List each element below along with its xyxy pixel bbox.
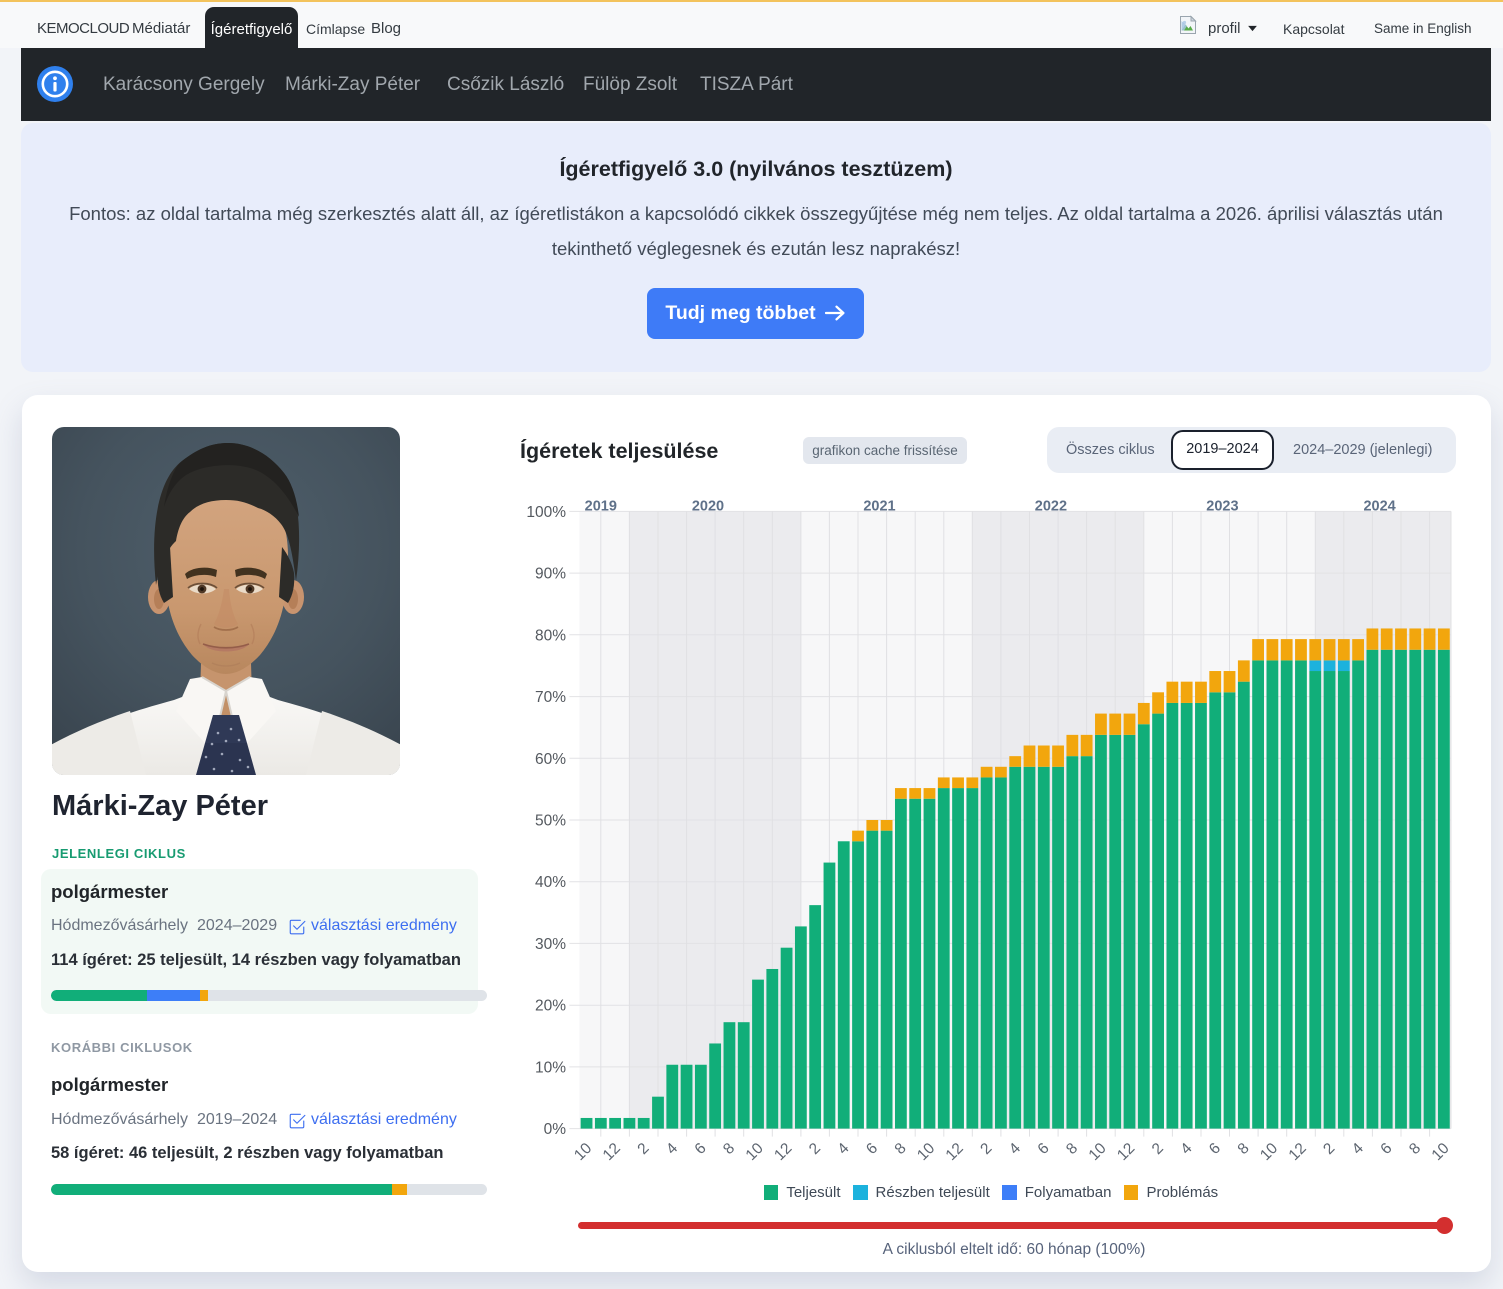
svg-text:12: 12 bbox=[1286, 1140, 1310, 1164]
svg-text:8: 8 bbox=[1063, 1140, 1081, 1158]
svg-text:70%: 70% bbox=[535, 689, 566, 706]
svg-text:2: 2 bbox=[634, 1140, 652, 1158]
svg-text:2: 2 bbox=[1320, 1140, 1338, 1158]
svg-text:2: 2 bbox=[1149, 1140, 1167, 1158]
svg-text:40%: 40% bbox=[535, 874, 566, 891]
svg-text:10: 10 bbox=[1429, 1140, 1453, 1164]
svg-text:6: 6 bbox=[863, 1140, 881, 1158]
svg-text:6: 6 bbox=[692, 1140, 710, 1158]
svg-text:2020: 2020 bbox=[692, 499, 724, 515]
svg-text:8: 8 bbox=[1235, 1140, 1253, 1158]
svg-text:10: 10 bbox=[1257, 1140, 1281, 1164]
svg-text:4: 4 bbox=[1177, 1140, 1195, 1158]
svg-text:12: 12 bbox=[771, 1140, 795, 1164]
svg-text:2024: 2024 bbox=[1363, 499, 1395, 515]
svg-text:4: 4 bbox=[663, 1140, 681, 1158]
svg-text:2: 2 bbox=[806, 1140, 824, 1158]
svg-text:12: 12 bbox=[943, 1140, 967, 1164]
svg-text:6: 6 bbox=[1377, 1140, 1395, 1158]
svg-text:60%: 60% bbox=[535, 751, 566, 768]
svg-text:4: 4 bbox=[1006, 1140, 1024, 1158]
svg-text:90%: 90% bbox=[535, 566, 566, 583]
svg-text:50%: 50% bbox=[535, 813, 566, 830]
svg-text:4: 4 bbox=[1349, 1140, 1367, 1158]
svg-text:2021: 2021 bbox=[863, 499, 895, 515]
svg-text:6: 6 bbox=[1206, 1140, 1224, 1158]
svg-text:12: 12 bbox=[600, 1140, 624, 1164]
svg-text:20%: 20% bbox=[535, 998, 566, 1015]
svg-text:10%: 10% bbox=[535, 1059, 566, 1076]
svg-text:80%: 80% bbox=[535, 627, 566, 644]
svg-text:10: 10 bbox=[571, 1140, 595, 1164]
svg-text:6: 6 bbox=[1035, 1140, 1053, 1158]
svg-text:4: 4 bbox=[834, 1140, 852, 1158]
svg-text:100%: 100% bbox=[526, 504, 566, 521]
svg-text:0%: 0% bbox=[544, 1121, 567, 1138]
svg-text:2019: 2019 bbox=[585, 499, 617, 515]
svg-text:2022: 2022 bbox=[1035, 499, 1067, 515]
svg-text:10: 10 bbox=[743, 1140, 767, 1164]
svg-text:8: 8 bbox=[892, 1140, 910, 1158]
svg-text:2023: 2023 bbox=[1206, 499, 1238, 515]
svg-text:8: 8 bbox=[1406, 1140, 1424, 1158]
svg-text:10: 10 bbox=[1086, 1140, 1110, 1164]
svg-text:8: 8 bbox=[720, 1140, 738, 1158]
svg-text:10: 10 bbox=[914, 1140, 938, 1164]
svg-text:12: 12 bbox=[1114, 1140, 1138, 1164]
svg-text:2: 2 bbox=[977, 1140, 995, 1158]
svg-text:30%: 30% bbox=[535, 936, 566, 953]
